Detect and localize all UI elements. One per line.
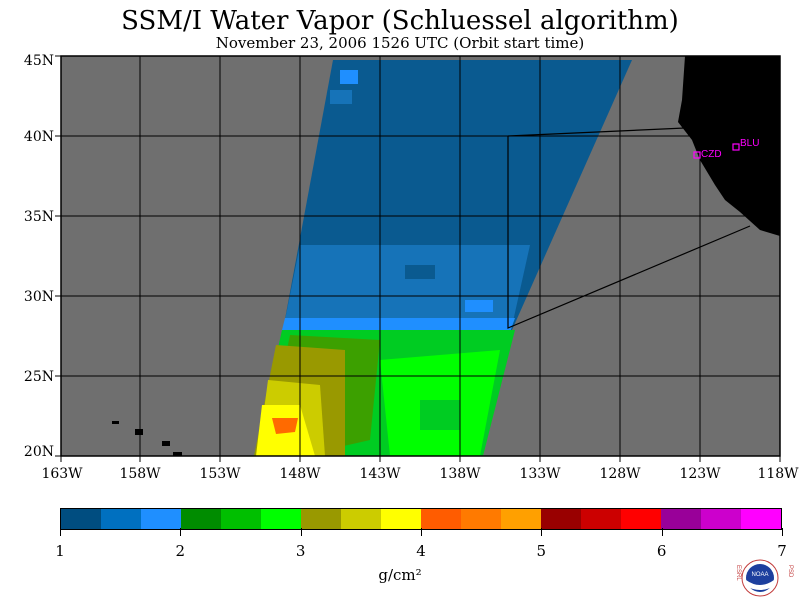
station-czd-marker <box>693 151 701 159</box>
colorbar-segment <box>621 509 661 529</box>
map-subtitle: November 23, 2006 1526 UTC (Orbit start … <box>215 34 585 52</box>
logo-psd: PSD <box>787 565 793 578</box>
colorbar-segment <box>661 509 701 529</box>
lat-label: 20N <box>24 444 54 460</box>
lon-label: 128W <box>599 466 641 482</box>
colorbar-segment <box>141 509 181 529</box>
colorbar-tick <box>421 528 422 536</box>
colorbar-label: 1 <box>55 542 65 560</box>
colorbar-segment <box>341 509 381 529</box>
colorbar-segment <box>101 509 141 529</box>
lon-label: 138W <box>439 466 481 482</box>
colorbar-segment <box>61 509 101 529</box>
lon-label: 158W <box>119 466 161 482</box>
colorbar-segment <box>701 509 741 529</box>
logo-esrl: ESRL <box>735 565 741 581</box>
station-blu-marker <box>732 143 740 151</box>
lat-label: 25N <box>24 369 54 385</box>
colorbar-tick <box>782 528 783 536</box>
lon-label: 133W <box>519 466 561 482</box>
map-grid <box>61 56 780 456</box>
colorbar-segment <box>421 509 461 529</box>
colorbar-segment <box>181 509 221 529</box>
colorbar-label: 4 <box>416 542 426 560</box>
colorbar-tick <box>661 528 663 536</box>
colorbar-segment <box>501 509 541 529</box>
lon-label: 123W <box>679 466 721 482</box>
colorbar-segment <box>741 509 781 529</box>
colorbar <box>60 508 782 530</box>
colorbar-tick <box>60 528 61 536</box>
colorbar-unit: g/cm² <box>378 566 422 584</box>
noaa-logo-center: NOAA <box>751 572 768 578</box>
station-blu-label: BLU <box>740 138 759 149</box>
lon-label: 148W <box>279 466 321 482</box>
colorbar-tick <box>541 528 543 536</box>
lat-labels: 45N 40N 35N 30N 25N 20N <box>24 53 54 460</box>
swath-outline <box>507 127 751 329</box>
lon-label: 118W <box>757 466 799 482</box>
station-markers: CZD BLU <box>693 138 759 160</box>
colorbar-segment <box>301 509 341 529</box>
colorbar-segment <box>461 509 501 529</box>
lat-label: 30N <box>24 289 54 305</box>
colorbar-tick <box>180 528 182 536</box>
lon-label: 153W <box>199 466 241 482</box>
noaa-logo: NOAA ESRL PSD <box>735 559 793 597</box>
colorbar-segment <box>221 509 261 529</box>
lat-label: 40N <box>24 129 54 145</box>
map-frame <box>60 55 781 457</box>
lon-label: 143W <box>359 466 401 482</box>
station-czd-label: CZD <box>701 149 722 160</box>
lat-label: 35N <box>24 209 54 225</box>
california-coast <box>678 56 780 236</box>
lat-label: 45N <box>24 53 54 69</box>
colorbar-label: 5 <box>536 542 547 560</box>
hawaiian-islands <box>112 421 182 456</box>
colorbar-segment <box>381 509 421 529</box>
colorbar-label: 2 <box>175 542 186 560</box>
colorbar-label: 6 <box>656 542 667 560</box>
colorbar-label: 3 <box>295 542 306 560</box>
colorbar-segment <box>581 509 621 529</box>
map-title: SSM/I Water Vapor (Schluessel algorithm) <box>121 6 679 36</box>
colorbar-segment <box>261 509 301 529</box>
tick-marks <box>55 55 781 462</box>
colorbar-label: 7 <box>777 542 787 560</box>
colorbar-tick <box>300 528 302 536</box>
colorbar-segment <box>541 509 581 529</box>
lon-label: 163W <box>41 466 83 482</box>
lon-labels: 163W 158W 153W 148W 143W 138W 133W 128W … <box>41 466 799 482</box>
